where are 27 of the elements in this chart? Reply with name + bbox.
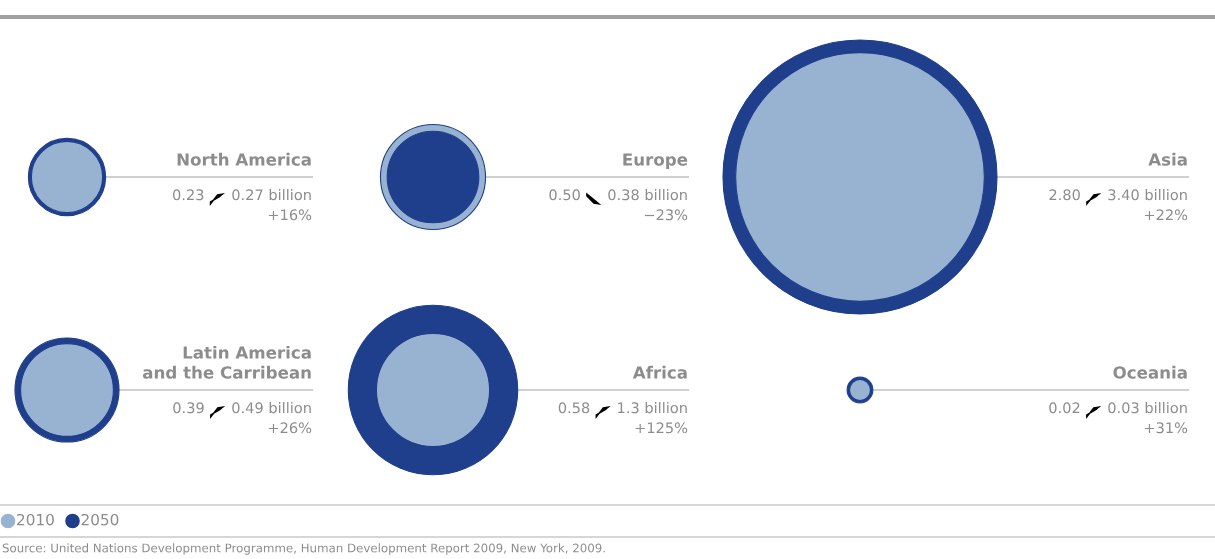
- category-label: Europe: [623, 153, 688, 169]
- data-label: 0.03 billion: [1108, 402, 1187, 414]
- source-note: Source: United Nations Development Programme, Human Development Report 2009, New York, 2009.: [2, 543, 605, 555]
- category-label: North America: [177, 152, 311, 166]
- data-label: 0.49 billion: [232, 402, 311, 414]
- data-label: 0.39: [173, 402, 204, 414]
- legend-label: 2010: [17, 513, 54, 526]
- text: +31%: [1144, 422, 1188, 434]
- category-label: Africa: [632, 365, 687, 379]
- category-label: Asia: [1148, 152, 1187, 166]
- data-label: 2.80: [1049, 189, 1080, 201]
- data-label: 0.27 billion: [232, 189, 311, 201]
- data-label: 0.58: [558, 402, 590, 414]
- text: +26%: [268, 422, 312, 434]
- text: −23%: [644, 209, 688, 221]
- data-label: 1.3 billion: [618, 402, 687, 414]
- data-label: 0.50: [549, 189, 580, 201]
- data-label: 3.40 billion: [1108, 189, 1187, 201]
- data-label: 0.38 billion: [608, 189, 687, 201]
- category-label: Latin America and the Carribean: [142, 345, 311, 379]
- text: +22%: [1144, 209, 1188, 221]
- category-label: Oceania: [1113, 365, 1187, 379]
- text: +16%: [268, 209, 312, 221]
- data-label: 0.23: [172, 189, 204, 201]
- text: +125%: [635, 422, 688, 434]
- legend-label: 2050: [81, 513, 119, 526]
- data-label: 0.02: [1049, 402, 1080, 414]
